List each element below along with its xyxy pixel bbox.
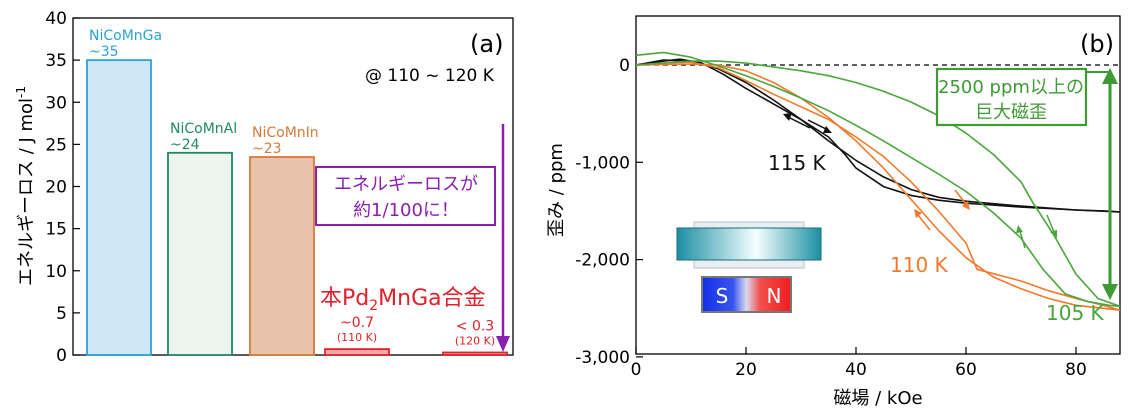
energy-loss-annotation-line2: 約1/100に！ [353,200,459,221]
bar-2 [167,151,233,356]
series-label-2: 110 K [890,253,949,277]
bar-4-sub-label: (110 K) [337,331,377,344]
series-line-3 [635,61,1121,311]
bar-4 [324,348,390,356]
magnetostriction-arrow-head-bottom [1102,284,1118,300]
pd2mnga-prefix: 本Pd [320,286,369,311]
panel-b-label: (b) [1080,30,1114,58]
bar-5-value-label: < 0.3 [456,318,494,334]
series-line-4 [635,63,1121,311]
magnet-s-pole-label: S [716,284,729,308]
panel-a-y-axis-label-main: エネルギーロス / J mol [16,98,37,286]
panel-b-y-tick-label: -2,000 [575,251,630,271]
panel-a-y-tick-label: 30 [45,93,67,113]
bar-3 [249,156,315,356]
panel-b-x-tick-label: 20 [735,360,757,380]
sample-bar [676,227,822,261]
energy-loss-annotation-line1: エネルギーロスが [334,174,478,195]
loop-110k-arrow-down-head [962,201,970,210]
panel-a-y-tick-label: 40 [45,9,67,29]
loop-115k-arrow-down-head [823,126,832,133]
loop-105k-arrow-up [1019,230,1026,249]
magnetostriction-annotation-line2: 巨大磁歪 [975,102,1047,123]
loop-105k-arrow-down-head [1050,230,1057,238]
series-line-5 [635,51,1121,308]
panel-a-y-tick-label: 5 [56,304,67,324]
loop-115k-arrow-up [789,117,811,129]
bar-3-value-label: ~23 [252,141,282,157]
panel-a-y-tick-label: 20 [45,178,67,198]
panel-a-y-tick-label: 15 [45,220,67,240]
loop-110k-arrow-down [954,189,967,205]
panel-a-condition: @ 110 ~ 120 K [365,66,495,86]
bar-5 [442,351,508,356]
bar-3-name-label: NiCoMnIn [252,125,319,141]
series-label-1: 115 K [768,151,827,175]
loop-110k-arrow-up [917,214,931,231]
panel-a-y-tick-label: 25 [45,135,67,155]
panel-b-x-tick-label: 40 [845,360,867,380]
panel-b-x-tick-label: 80 [1065,360,1087,380]
panel-a-y-axis-label: エネルギーロス / J mol-1 [14,86,37,286]
bar-1 [86,59,152,356]
bar-2-name-label: NiCoMnAl [170,121,237,137]
energy-loss-arrow-head [496,336,510,352]
panel-a-y-axis-label-sup: -1 [14,86,28,98]
panel-b-y-tick-label: -1,000 [575,153,630,173]
panel-b-axes: 0 20 40 60 80 0 -1,000 -2,000 -3,000 [575,56,1087,380]
panel-a-y-tick-label: 0 [56,346,67,366]
panel-b-y-tick-label: -3,000 [575,348,630,368]
magnet-n-pole-label: N [767,284,782,308]
panel-b-x-tick-label: 0 [631,360,642,380]
loop-105k-arrow-up-head [1016,225,1023,233]
panel-a-label: (a) [470,30,503,58]
loop-115k-arrow-down [807,119,827,130]
panel-b-x-axis-label: 磁場 / kOe [833,388,922,409]
pd2mnga-highlight-label: 本Pd2MnGa合金 [320,286,486,314]
panel-a-y-axis: 0 5 10 15 20 25 30 35 40 [45,9,80,366]
bar-5-sub-label: (120 K) [455,334,495,347]
panel-b-x-tick-label: 60 [955,360,977,380]
bar-4-value-label: ~0.7 [340,315,374,331]
panel-a-y-tick-label: 35 [45,51,67,71]
magnetostriction-annotation-box [935,67,1088,127]
panel-b-y-axis-label: 歪み / ppm [546,143,567,237]
bar-1-name-label: NiCoMnGa [89,28,162,44]
bar-2-value-label: ~24 [170,137,200,153]
magnetostriction-annotation-line1: 2500 ppm以上の [938,77,1084,98]
panel-b-series: 115 K 110 K 105 K [635,51,1121,325]
bar-1-value-label: ~35 [89,44,119,60]
pd2mnga-subscript: 2 [369,298,378,314]
loop-105k-arrow-down [1046,214,1055,233]
panel-b-y-tick-label: 0 [619,56,630,76]
panel-b-frame [635,15,1121,355]
pd2mnga-suffix: MnGa合金 [378,286,485,311]
loop-110k-arrow-up-head [914,209,922,218]
magnet-block [701,276,792,313]
series-label-3: 105 K [1046,301,1105,325]
loop-115k-arrow-up-head [783,113,792,121]
magnetostriction-arrow-head-top [1102,68,1118,84]
panel-a-bars: NiCoMnGa~35 NiCoMnAl~24 NiCoMnIn~23 ~0.7(11… [86,28,508,356]
inset-sample-magnet: S N [676,221,822,313]
panel-a-y-tick-label: 10 [45,262,67,282]
energy-loss-annotation-box [315,166,496,226]
